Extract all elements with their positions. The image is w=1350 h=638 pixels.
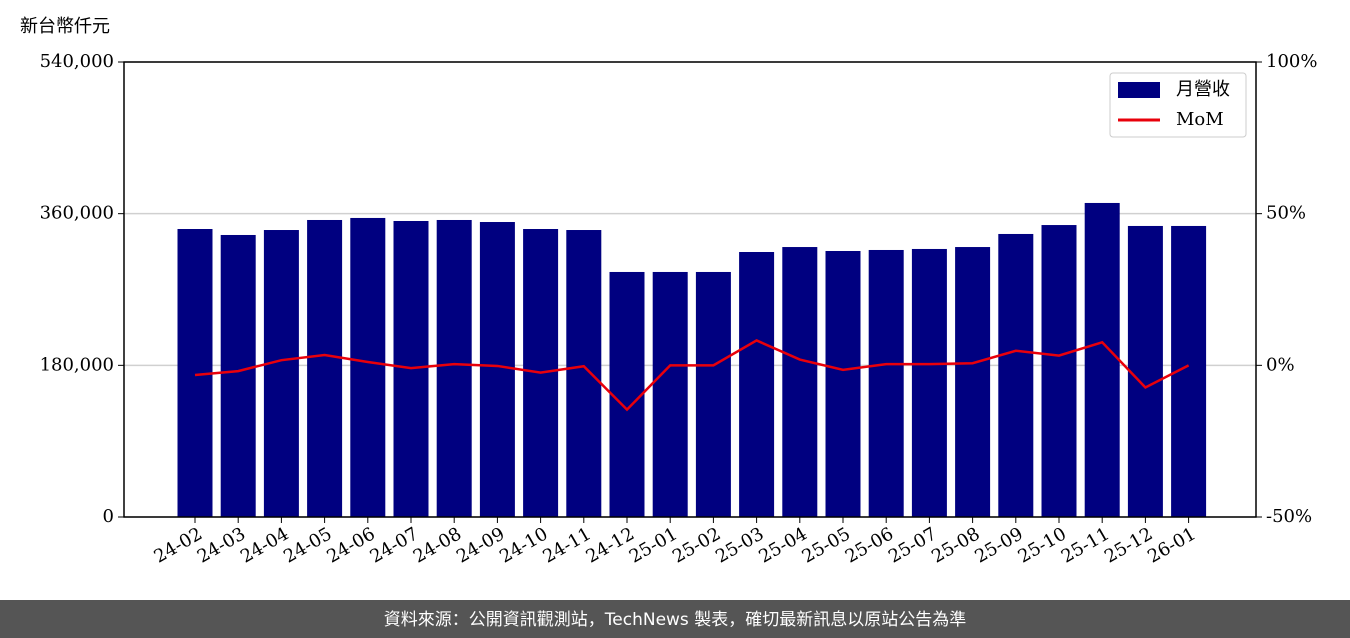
x-tick-label: 24-11 (539, 523, 594, 567)
y-tick-label: 180,000 (40, 354, 114, 375)
x-tick-label: 24-06 (323, 523, 378, 567)
bar (911, 248, 947, 517)
x-tick-label: 24-02 (151, 523, 206, 567)
x-tick-label: 24-10 (496, 523, 551, 567)
bar (825, 250, 861, 517)
bar (868, 249, 904, 517)
bar (695, 271, 731, 517)
x-tick-label: 25-12 (1101, 523, 1156, 567)
bar (1127, 225, 1163, 518)
x-tick-label: 25-11 (1058, 523, 1113, 567)
footer-bar (0, 600, 1350, 638)
bar (263, 230, 299, 517)
bar (566, 230, 602, 517)
bar (350, 217, 386, 518)
y-tick-label: 360,000 (40, 203, 114, 224)
line (194, 339, 1190, 412)
bar (307, 219, 343, 517)
x-tick-label: 25-06 (842, 523, 897, 567)
x-tick-label: 24-12 (583, 523, 638, 567)
bar (609, 271, 645, 517)
bar (1041, 225, 1077, 517)
x-tick-label: 25-01 (626, 523, 681, 567)
x-tick-label: 24-04 (237, 523, 292, 567)
x-tick-label: 24-07 (367, 523, 422, 567)
bar (782, 247, 818, 518)
x-tick-label: 24-08 (410, 523, 465, 567)
bar (436, 219, 472, 517)
x-tick-label: 24-05 (280, 523, 335, 567)
bar (1084, 202, 1120, 517)
y2-tick-label: 50% (1266, 203, 1306, 224)
x-tick-label: 25-04 (755, 523, 810, 567)
y-tick-label: 540,000 (40, 51, 114, 72)
footer: 資料來源：公開資訊觀測站，TechNews 製表，確切最新訊息以原站公告為準 (384, 610, 966, 630)
x-tick-label: 24-03 (194, 523, 249, 567)
bar (220, 234, 256, 517)
bar (479, 222, 515, 517)
bar (998, 233, 1034, 517)
y2-tick-label: 0% (1266, 354, 1295, 375)
x-tick-label: 25-10 (1015, 523, 1070, 567)
legend-label: 月營收 (1176, 79, 1230, 100)
y2-tick-label: 100% (1266, 51, 1317, 72)
x-tick-label: 24-09 (453, 523, 508, 567)
x-tick-label: 25-09 (971, 523, 1026, 567)
bar (652, 271, 688, 517)
plot-frame (123, 61, 1257, 518)
bar (955, 247, 991, 518)
legend-swatch (1118, 82, 1160, 98)
y-tick-label: 0 (103, 506, 114, 527)
x-tick-label: 25-05 (799, 523, 854, 567)
x-tick-label: 25-03 (712, 523, 767, 567)
y-unit-label: 新台幣仟元 (20, 16, 110, 37)
x-tick-label: 25-07 (885, 523, 940, 567)
x-tick-label: 25-08 (928, 523, 983, 567)
bar (739, 252, 775, 517)
x-tick-label: 26-01 (1144, 523, 1199, 567)
y2-tick-label: -50% (1266, 506, 1312, 527)
legend-label: MoM (1176, 109, 1224, 130)
x-tick-label: 25-02 (669, 523, 724, 567)
